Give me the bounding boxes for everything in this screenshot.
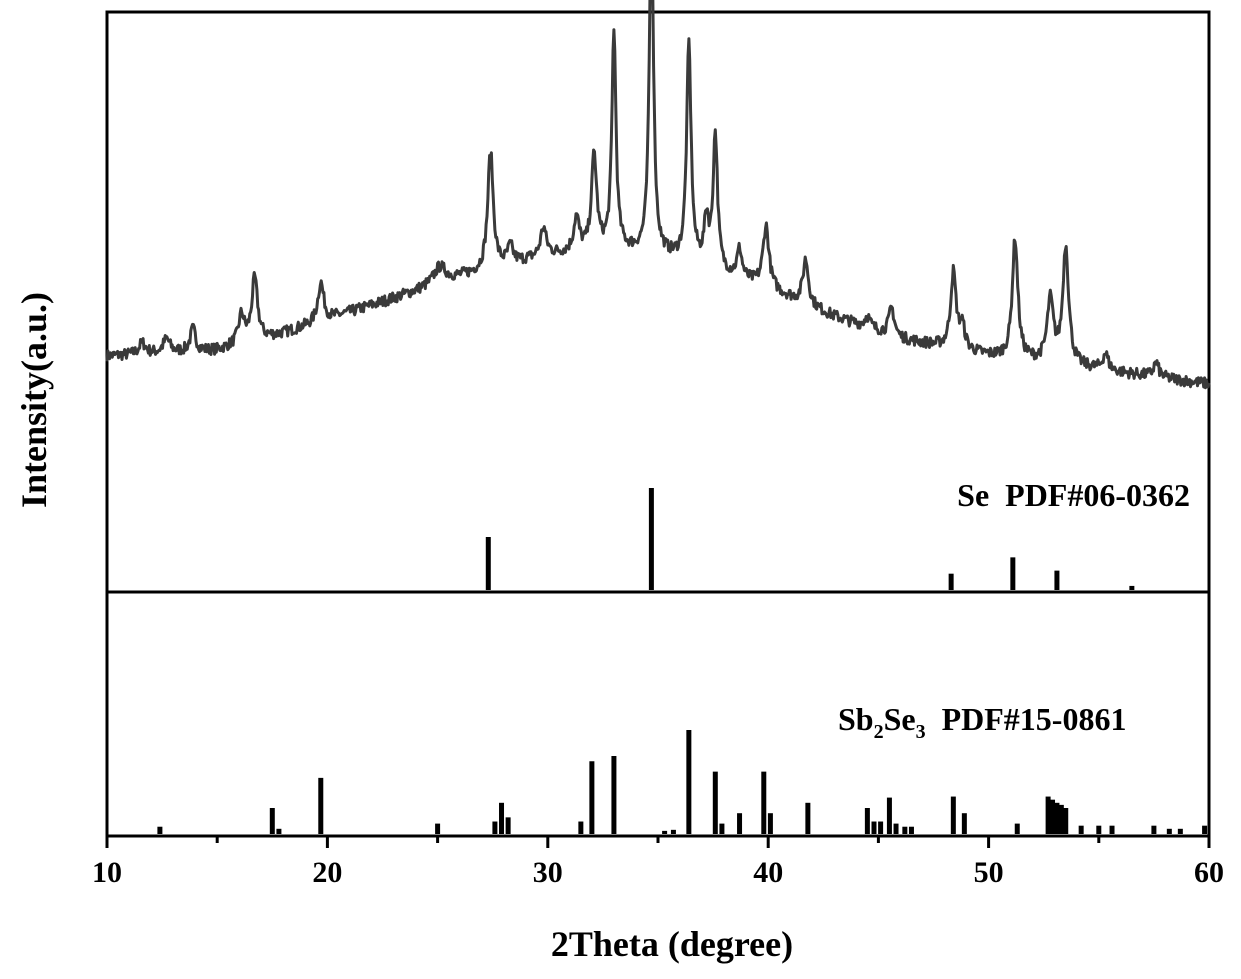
sb2se3-label-sb: Sb bbox=[838, 701, 874, 737]
x-tick-label: 40 bbox=[753, 856, 783, 889]
x-axis-title: 2Theta (degree) bbox=[551, 924, 793, 964]
xrd-pattern bbox=[107, 0, 1209, 388]
x-tick-label: 10 bbox=[92, 856, 122, 889]
x-tick-label: 60 bbox=[1194, 856, 1224, 889]
xrd-pattern-line bbox=[107, 0, 1209, 388]
se-reference-label: Se PDF#06-0362 bbox=[957, 477, 1190, 513]
sb2se3-label-se: Se bbox=[884, 701, 916, 737]
sb2se3-reference-sticks bbox=[160, 730, 1205, 834]
x-axis-ticks: 10 20 30 40 50 60 bbox=[92, 836, 1224, 889]
sb2se3-label-sub1: 2 bbox=[874, 721, 884, 743]
sb2se3-label-pdf: PDF#15-0861 bbox=[926, 701, 1127, 737]
y-axis-title: Intensity(a.u.) bbox=[14, 292, 54, 508]
sb2se3-label-sub2: 3 bbox=[916, 721, 926, 743]
x-tick-label: 30 bbox=[533, 856, 563, 889]
x-tick-label: 50 bbox=[974, 856, 1004, 889]
sb2se3-reference-label: Sb2Se3 PDF#15-0861 bbox=[838, 701, 1126, 743]
x-tick-label: 20 bbox=[312, 856, 342, 889]
